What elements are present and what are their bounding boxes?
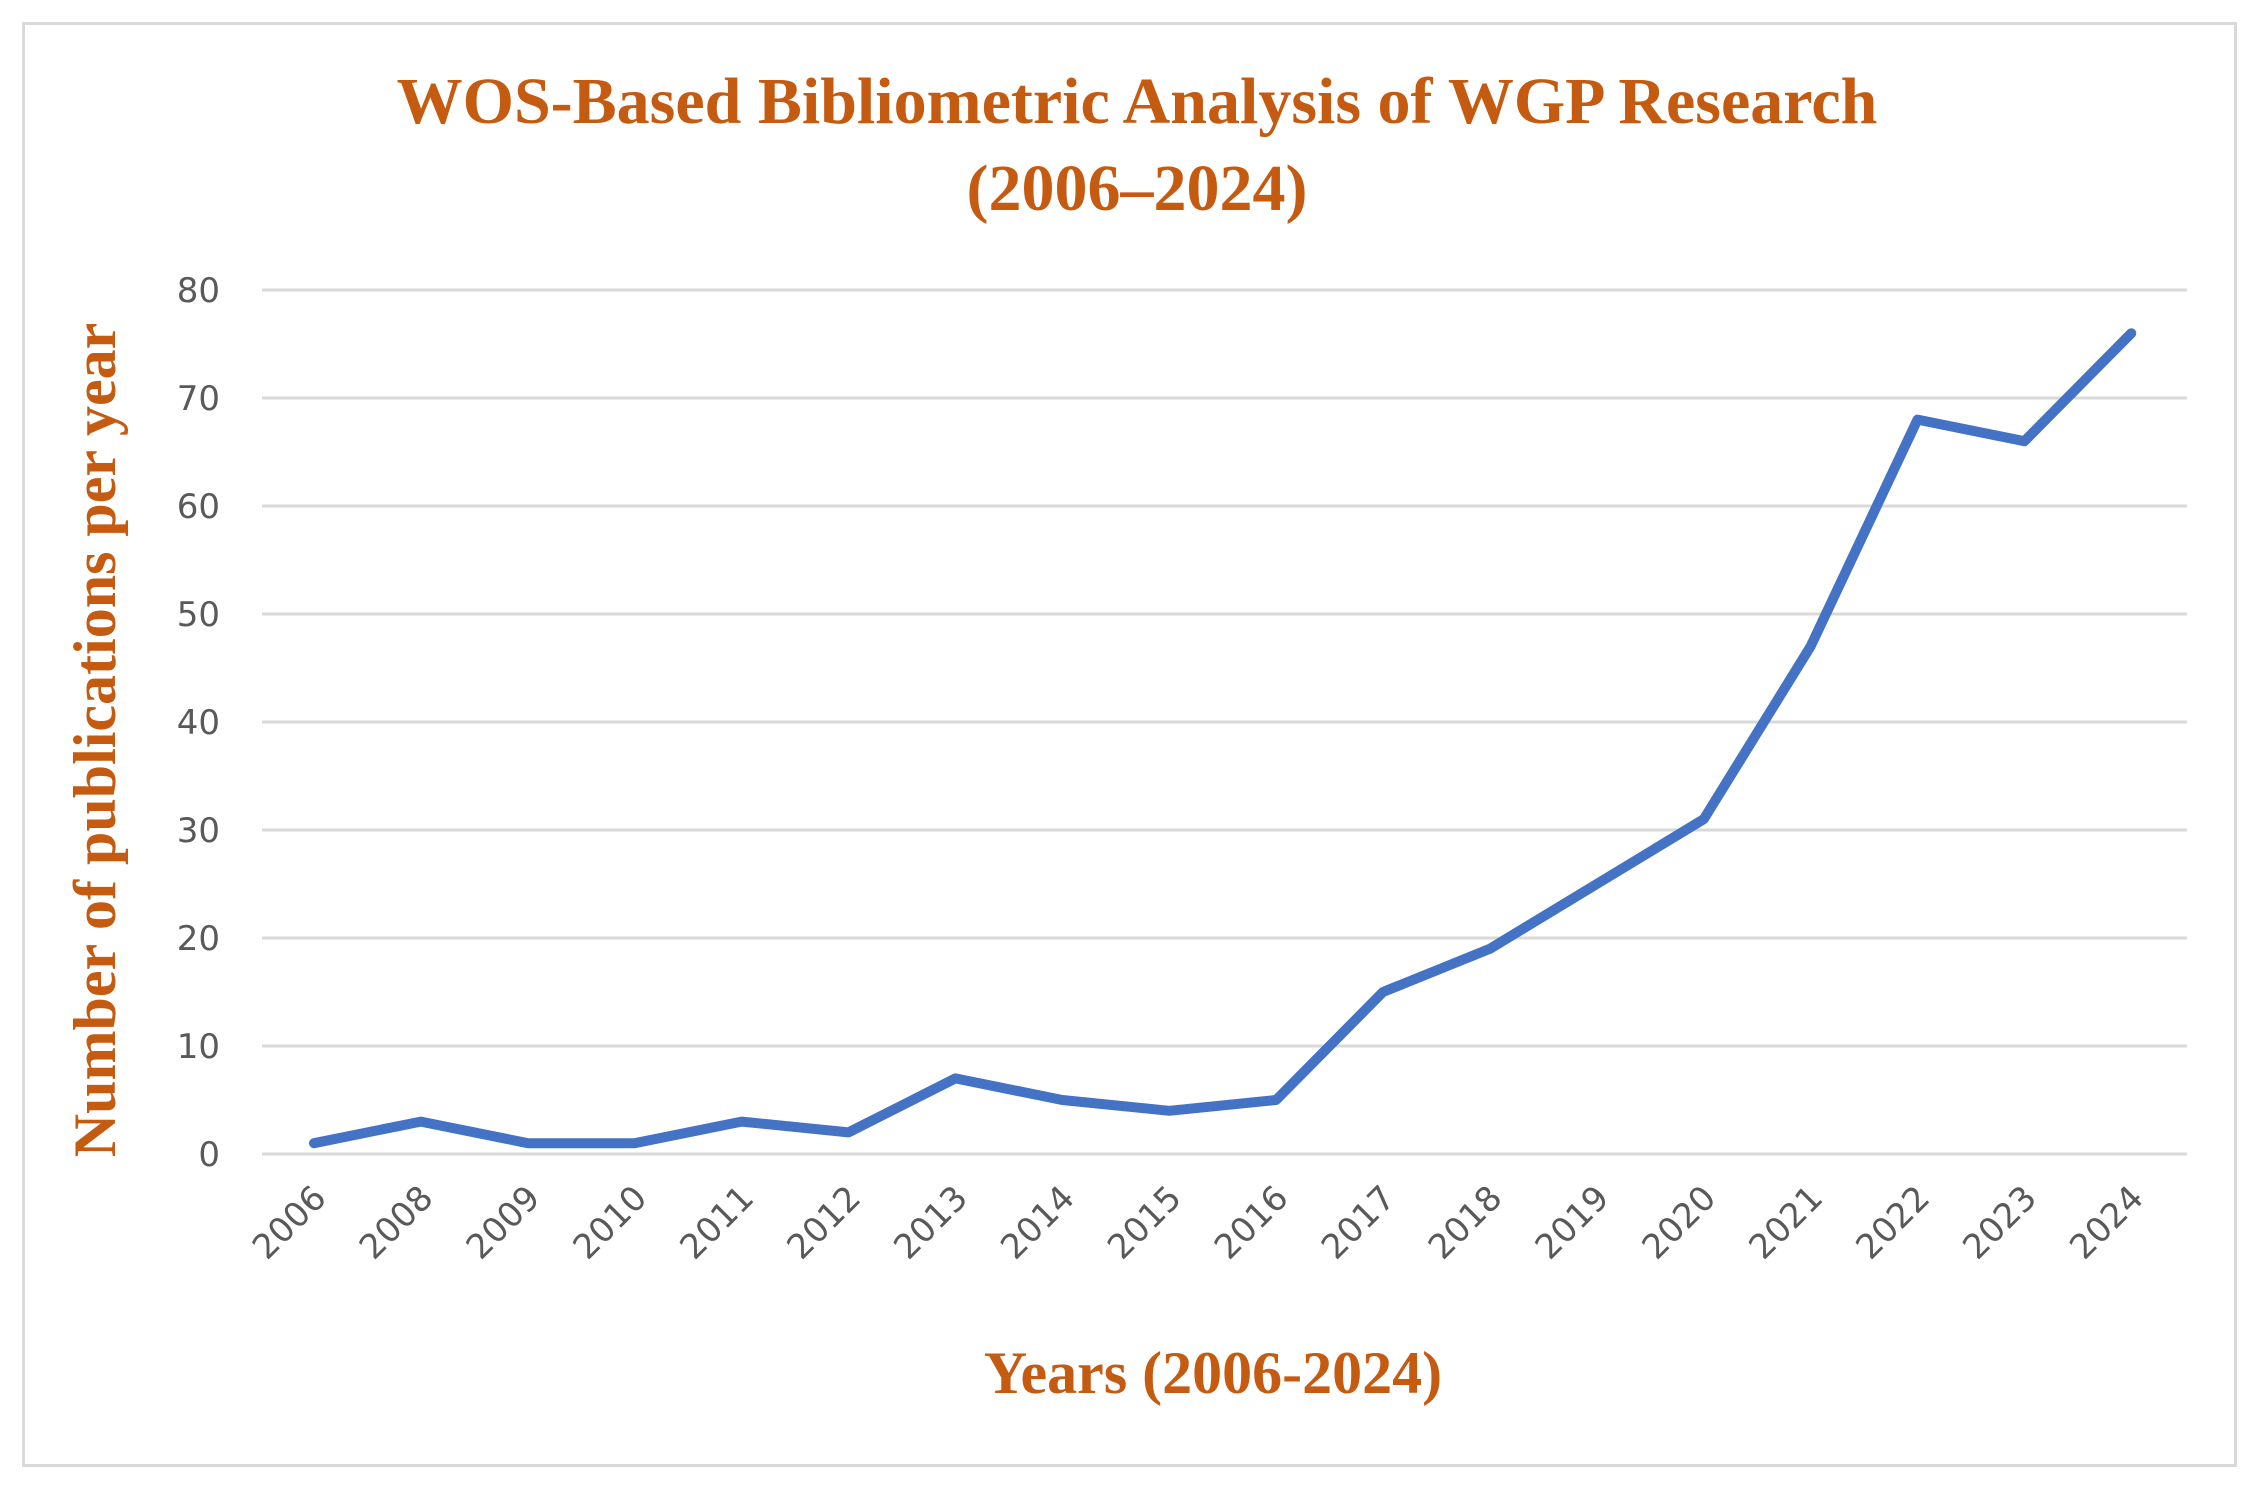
x-axis-title: Years (2006-2024) [984, 1340, 1442, 1406]
x-tick-label: 2013 [886, 1178, 975, 1267]
x-tick-label: 2016 [1207, 1178, 1296, 1267]
y-tick-label: 60 [177, 487, 220, 527]
data-point [420, 1121, 422, 1123]
data-point [2023, 440, 2025, 442]
y-tick-label: 70 [177, 379, 220, 419]
y-axis-title: Number of publications per year [62, 323, 128, 1157]
x-tick-label: 2024 [2062, 1178, 2151, 1267]
x-tick-label: 2015 [1100, 1178, 1189, 1267]
gridlines [262, 288, 2187, 1156]
y-tick-label: 10 [177, 1027, 220, 1067]
data-point [954, 1077, 956, 1079]
data-point [1810, 645, 1812, 647]
y-tick-label: 0 [198, 1135, 220, 1175]
data-point [1489, 948, 1491, 950]
chart-frame [22, 22, 2237, 1467]
data-point [1917, 419, 1918, 421]
data-point [741, 1121, 743, 1123]
chart-title-line2: (2006–2024) [967, 152, 1308, 225]
x-tick-label: 2022 [1848, 1178, 1937, 1267]
data-point [527, 1142, 529, 1144]
y-tick-label: 80 [177, 271, 220, 311]
x-tick-label: 2020 [1635, 1178, 1724, 1267]
data-point [313, 1142, 315, 1144]
chart-title-line1: WOS-Based Bibliometric Analysis of WGP R… [397, 65, 1878, 138]
x-tick-label: 2009 [459, 1178, 548, 1267]
x-tick-label: 2010 [566, 1178, 655, 1267]
x-tick-label: 2008 [352, 1178, 441, 1267]
data-point [1275, 1099, 1277, 1101]
data-point [2130, 332, 2132, 334]
x-tick-label: 2014 [993, 1178, 1082, 1267]
data-point [1061, 1099, 1063, 1101]
x-tick-label: 2012 [779, 1178, 868, 1267]
data-point [1596, 883, 1598, 885]
x-tick-label: 2011 [672, 1178, 761, 1267]
y-axis-ticks: 0 10 20 30 40 50 60 70 80 [177, 271, 220, 1175]
x-tick-label: 2019 [1528, 1178, 1617, 1267]
data-point [1703, 818, 1705, 820]
data-point [1168, 1110, 1170, 1112]
x-tick-label: 2023 [1955, 1178, 2044, 1267]
x-tick-label: 2006 [245, 1178, 334, 1267]
data-point [848, 1131, 849, 1133]
y-tick-label: 40 [177, 703, 220, 743]
x-tick-label: 2018 [1421, 1178, 1510, 1267]
data-point [634, 1142, 636, 1144]
series-layer [309, 328, 2137, 1149]
y-tick-label: 50 [177, 595, 220, 635]
y-tick-label: 30 [177, 811, 220, 851]
x-tick-label: 2021 [1741, 1178, 1830, 1267]
x-axis-ticks: 2006 2008 2009 2010 2011 2012 2013 2014 2015 2016… [245, 1178, 2152, 1267]
y-tick-label: 20 [177, 919, 220, 959]
data-point [1382, 991, 1384, 993]
series-line-publications [309, 328, 2137, 1149]
x-tick-label: 2017 [1314, 1178, 1403, 1267]
